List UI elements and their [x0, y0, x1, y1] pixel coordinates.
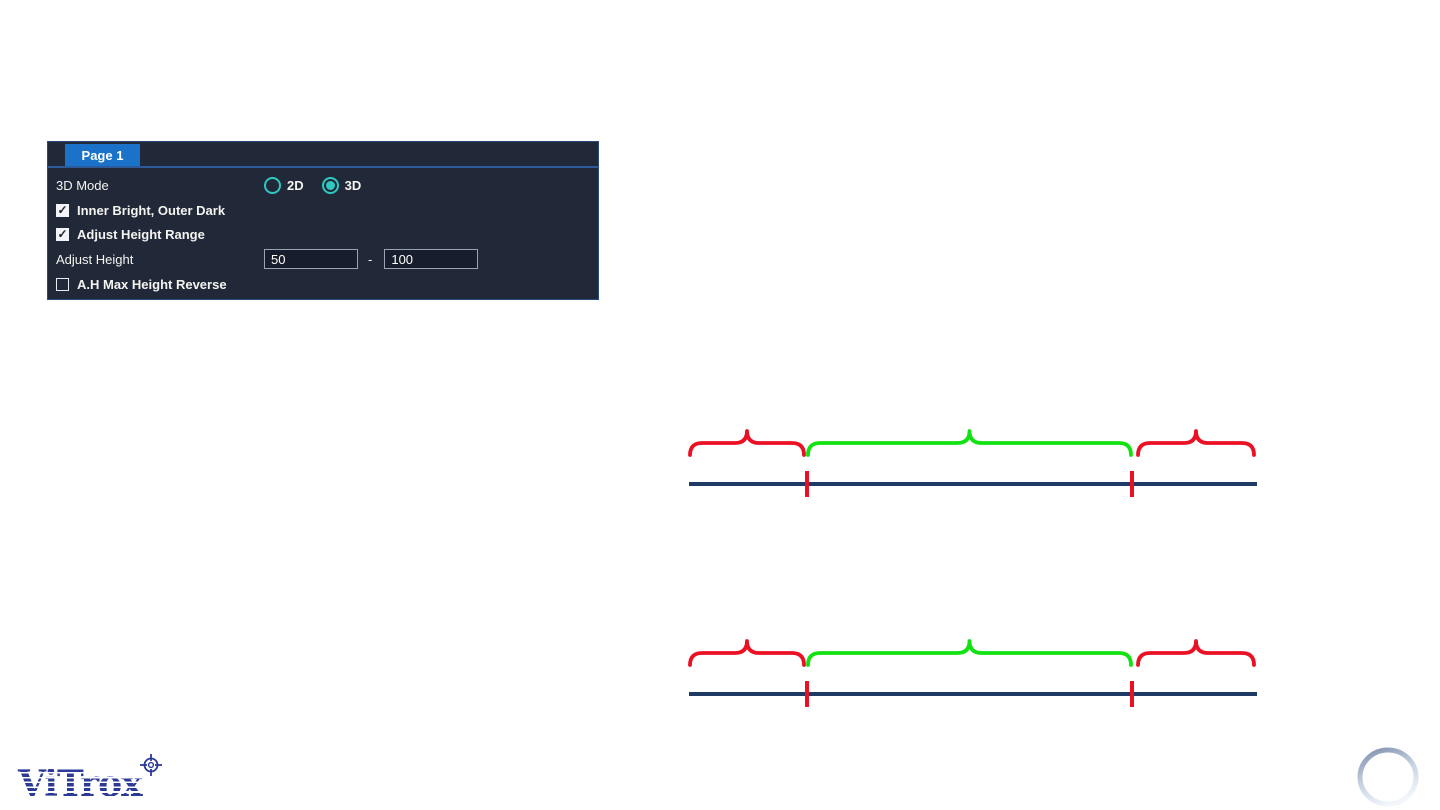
- inner-bright-checkbox[interactable]: ✓: [56, 202, 69, 217]
- row-adjust-height: Adjust Height -: [56, 246, 590, 272]
- mode-radio-group: 2D 3D: [264, 177, 361, 194]
- adjust-height-max-input[interactable]: [384, 249, 479, 269]
- vitrox-logo-text: ViTrox: [18, 763, 143, 805]
- checkmark-icon: ✓: [57, 226, 68, 241]
- height-range-diagram-bottom: [683, 638, 1263, 718]
- adjust-height-label: Adjust Height: [56, 251, 134, 267]
- row-inner-bright: ✓ Inner Bright, Outer Dark: [56, 198, 590, 222]
- adjust-range-checkbox[interactable]: ✓: [56, 226, 69, 241]
- radio-3d-label: 3D: [344, 178, 362, 193]
- tab-page-1[interactable]: Page 1: [65, 144, 140, 166]
- settings-panel-body: 3D Mode 2D 3D ✓ Inner Bright, Outer Dark…: [48, 168, 598, 296]
- max-reverse-label: A.H Max Height Reverse: [77, 276, 227, 292]
- row-max-reverse: A.H Max Height Reverse: [56, 272, 590, 296]
- ring-decoration: [1357, 747, 1419, 807]
- row-3d-mode: 3D Mode 2D 3D: [56, 173, 590, 198]
- row-adjust-range: ✓ Adjust Height Range: [56, 222, 590, 246]
- radio-3d[interactable]: 3D: [321, 177, 362, 194]
- checkmark-icon: ✓: [57, 202, 68, 217]
- inner-bright-label: Inner Bright, Outer Dark: [77, 202, 226, 218]
- mode-label: 3D Mode: [56, 178, 109, 193]
- tab-strip: Page 1: [48, 142, 598, 168]
- height-range-diagram-top: [683, 428, 1263, 508]
- radio-3d-circle[interactable]: [321, 177, 339, 194]
- vitrox-logo: ViTrox: [18, 754, 162, 805]
- range-dash: -: [368, 251, 373, 267]
- settings-panel: Page 1 3D Mode 2D 3D ✓ Inner Bright, Out…: [47, 141, 599, 300]
- adjust-height-min-input[interactable]: [264, 249, 358, 269]
- radio-2d[interactable]: 2D: [264, 177, 304, 194]
- radio-2d-label: 2D: [287, 178, 304, 193]
- radio-2d-circle[interactable]: [264, 177, 281, 194]
- max-reverse-checkbox[interactable]: [56, 277, 69, 291]
- crosshair-icon: [139, 754, 162, 776]
- adjust-range-label: Adjust Height Range: [77, 226, 205, 242]
